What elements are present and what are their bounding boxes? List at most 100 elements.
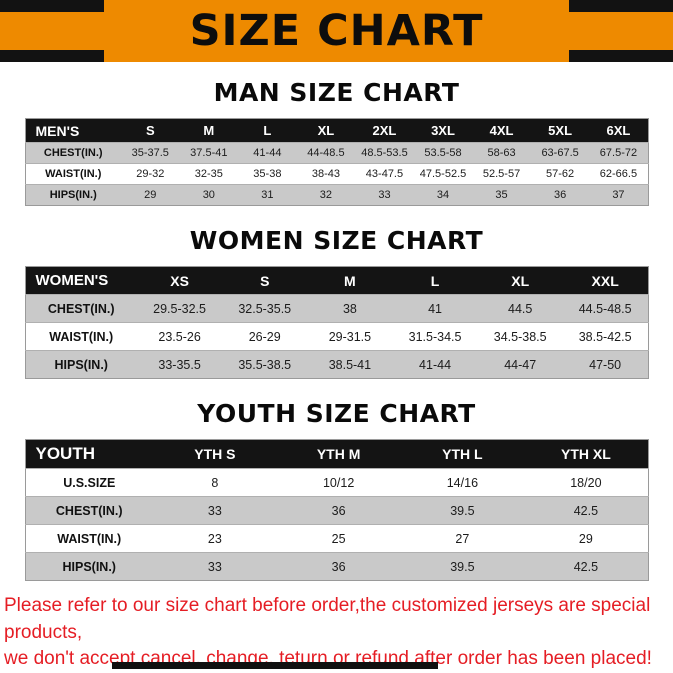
size-column-header: XL <box>296 118 356 143</box>
size-value: 43-47.5 <box>365 168 404 180</box>
size-column-header: L <box>238 118 297 143</box>
size-table: YOUTH YTH S YTH M YTH L YTH XL U.S.SIZE 8 10/12… <box>24 439 649 581</box>
size-column-header: XS <box>137 266 223 295</box>
measurement-row: WAIST(IN.) 23 25 27 29 <box>25 524 648 553</box>
measurement-label: WAIST(IN.) <box>57 531 122 546</box>
size-column-header: 4XL <box>472 118 531 143</box>
measurement-label: HIPS(IN.) <box>54 357 108 372</box>
measurement-label: U.S.SIZE <box>63 475 116 490</box>
size-value: 44-48.5 <box>307 147 345 159</box>
size-column-header: YTH XL <box>524 439 648 469</box>
size-value: 32-35 <box>194 168 223 180</box>
size-value: 32 <box>319 189 333 201</box>
notice-line-1: Please refer to our size chart before or… <box>4 595 651 643</box>
size-value: 48.5-53.5 <box>361 147 408 159</box>
size-value: 32.5-35.5 <box>238 301 292 316</box>
size-value: 29-32 <box>136 168 165 180</box>
size-value: 31.5-34.5 <box>408 329 462 344</box>
size-value: 44-47 <box>504 357 537 372</box>
size-table: WOMEN'S XS S M L XL XXL CHEST(IN.) 29.5-32.5 32.5… <box>24 266 649 379</box>
size-value: 29.5-32.5 <box>153 301 206 316</box>
page-title: SIZE CHART <box>189 5 484 56</box>
size-value: 37 <box>612 189 625 201</box>
size-chart-section: WOMEN SIZE CHART WOMEN'S XS S M L XL XXL CHEST(I… <box>0 226 673 379</box>
size-column-header: S <box>222 266 308 295</box>
size-value: 35-38 <box>253 168 282 180</box>
measurement-row: WAIST(IN.) 29-32 32-35 35-38 38-43 43-47.5 47.… <box>25 163 648 185</box>
size-value: 27 <box>455 531 470 546</box>
table-header-row: YOUTH YTH S YTH M YTH L YTH XL <box>25 439 648 469</box>
size-value: 41-44 <box>419 357 452 372</box>
size-value: 62-66.5 <box>599 168 638 180</box>
size-value: 63-67.5 <box>541 147 579 159</box>
size-value: 47.5-52.5 <box>419 168 467 180</box>
bottom-decoration <box>112 662 438 669</box>
measurement-label: CHEST(IN.) <box>55 503 123 518</box>
size-value: 41 <box>428 301 442 316</box>
size-value: 33 <box>207 559 222 574</box>
measurement-label: WAIST(IN.) <box>45 168 102 180</box>
size-value: 29 <box>144 189 157 201</box>
size-value: 34.5-38.5 <box>493 329 547 344</box>
banner-corner-bottom-left <box>0 50 104 62</box>
size-value: 33 <box>378 189 391 201</box>
size-value: 26-29 <box>248 329 281 344</box>
measurement-label: CHEST(IN.) <box>43 147 103 159</box>
banner-corner-bottom-right <box>569 50 673 62</box>
measurement-row: U.S.SIZE 8 10/12 14/16 18/20 <box>25 468 648 497</box>
size-value: 42.5 <box>573 503 599 518</box>
size-column-header: 2XL <box>355 118 414 143</box>
size-value: 36 <box>553 189 567 201</box>
measurement-row: WAIST(IN.) 23.5-26 26-29 29-31.5 31.5-34.5 34… <box>25 322 648 351</box>
size-value: 58-63 <box>487 147 516 159</box>
measurement-label: CHEST(IN.) <box>47 301 115 316</box>
size-column-header: 3XL <box>413 118 473 143</box>
table-header-row: WOMEN'S XS S M L XL XXL <box>25 266 648 295</box>
table-header-row: MEN'S S M L XL 2XL 3XL 4XL 5XL 6XL <box>25 118 648 143</box>
banner-corner-top-left <box>0 0 104 12</box>
size-column-header: M <box>307 266 393 295</box>
size-value: 38.5-42.5 <box>578 329 632 344</box>
table-title-cell: WOMEN'S <box>25 266 137 295</box>
size-value: 23 <box>207 531 222 546</box>
size-value: 35 <box>495 189 508 201</box>
section-heading: MAN SIZE CHART <box>213 78 460 107</box>
order-notice: Please refer to our size chart before or… <box>4 593 673 673</box>
size-column-header: YTH S <box>153 439 277 469</box>
measurement-row: CHEST(IN.) 35-37.5 37.5-41 41-44 44-48.5 48.5… <box>25 142 648 164</box>
size-value: 38 <box>342 301 357 316</box>
size-value: 23.5-26 <box>158 329 201 344</box>
size-value: 34 <box>436 189 450 201</box>
size-value: 35.5-38.5 <box>238 357 292 372</box>
table-title-cell: MEN'S <box>25 118 121 143</box>
charts-container: MAN SIZE CHART MEN'S S M L XL 2XL 3XL 4XL 5XL 6XL C… <box>0 62 673 581</box>
size-value: 33 <box>207 503 222 518</box>
size-chart-section: YOUTH SIZE CHART YOUTH YTH S YTH M YTH L YTH … <box>0 399 673 581</box>
size-value: 14/16 <box>446 475 479 490</box>
size-value: 8 <box>211 475 219 490</box>
measurement-row: HIPS(IN.) 33 36 39.5 42.5 <box>25 552 648 581</box>
size-column-header: XXL <box>562 266 648 295</box>
size-column-header: L <box>392 266 478 295</box>
measurement-row: HIPS(IN.) 33-35.5 35.5-38.5 38.5-41 41-44 44-… <box>25 350 648 379</box>
size-value: 31 <box>261 189 274 201</box>
size-value: 25 <box>331 531 346 546</box>
size-value: 37.5-41 <box>190 147 228 159</box>
section-heading: WOMEN SIZE CHART <box>189 226 484 255</box>
measurement-label: HIPS(IN.) <box>49 189 97 201</box>
size-value: 35-37.5 <box>131 147 169 159</box>
table-title-cell: YOUTH <box>25 439 153 469</box>
size-value: 18/20 <box>570 475 602 490</box>
size-value: 38-43 <box>311 168 340 180</box>
measurement-row: CHEST(IN.) 29.5-32.5 32.5-35.5 38 41 44.5 44.5… <box>25 294 648 323</box>
size-chart-section: MAN SIZE CHART MEN'S S M L XL 2XL 3XL 4XL 5XL 6XL C… <box>0 78 673 206</box>
size-value: 29 <box>578 531 593 546</box>
size-value: 44.5 <box>508 301 533 316</box>
size-value: 52.5-57 <box>482 168 521 180</box>
size-value: 57-62 <box>546 168 575 180</box>
measurement-label: HIPS(IN.) <box>62 559 116 574</box>
size-value: 44.5-48.5 <box>578 301 632 316</box>
size-value: 42.5 <box>573 559 599 574</box>
size-value: 47-50 <box>589 357 622 372</box>
